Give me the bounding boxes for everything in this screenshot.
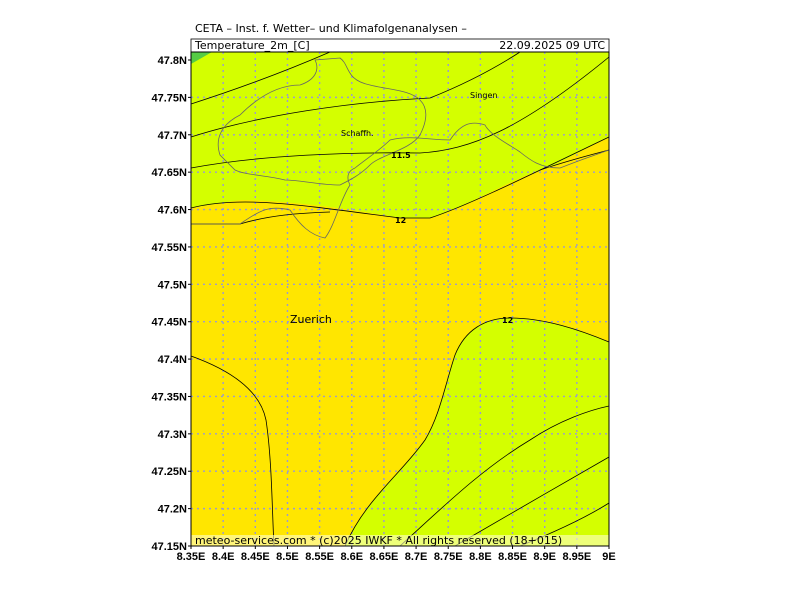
y-tick-label: 47.8N [158, 55, 187, 67]
y-tick-label: 47.2N [158, 504, 187, 516]
x-tick-label: 9E [602, 551, 615, 563]
x-tick-label: 8.4E [212, 551, 235, 563]
contour [190, 56, 610, 169]
x-tick-label: 8.8E [469, 551, 492, 563]
place-label: Singen [470, 91, 497, 100]
field-green-south [345, 318, 609, 546]
field-green-north [191, 52, 609, 218]
x-tick-label: 8.45E [241, 551, 270, 563]
x-tick-label: 8.75E [434, 551, 463, 563]
y-tick-label: 47.65N [152, 167, 188, 179]
canton-border [217, 57, 427, 186]
x-tick-label: 8.6E [340, 551, 363, 563]
contour-label: 12 [395, 216, 406, 225]
y-tick-label: 47.55N [152, 242, 188, 254]
x-tick-label: 8.5E [276, 551, 299, 563]
contour [344, 317, 610, 547]
x-tick-label: 8.85E [498, 551, 527, 563]
x-tick-label: 8.95E [562, 551, 591, 563]
contour [190, 355, 275, 547]
header-title: CETA – Inst. f. Wetter– und Klimafolgena… [195, 22, 467, 35]
y-tick-label: 47.3N [158, 429, 187, 441]
map-area: Singen Schaffh. Zuerich 11.5 12 12 meteo… [190, 51, 610, 547]
parameter-label: Temperature_2m_[C] [194, 39, 310, 52]
y-tick-label: 47.6N [158, 205, 187, 217]
y-tick-label: 47.75N [152, 92, 188, 104]
field-green-corner [191, 52, 212, 64]
place-label: Schaffh. [341, 129, 374, 138]
frame [190, 51, 610, 547]
country-border [191, 122, 610, 239]
y-tick-label: 47.35N [152, 391, 188, 403]
y-tick-label: 47.5N [158, 279, 187, 291]
x-tick-label: 8.55E [305, 551, 334, 563]
y-tick-label: 47.15N [152, 541, 188, 553]
y-tick-label: 47.4N [158, 354, 187, 366]
valid-time: 22.09.2025 09 UTC [499, 39, 605, 52]
x-tick-label: 8.65E [370, 551, 399, 563]
contour-label: 12 [502, 316, 513, 325]
footer-band [191, 535, 609, 546]
contour [190, 51, 331, 105]
contour [399, 405, 610, 547]
place-label: Zuerich [290, 313, 332, 326]
x-tick-label: 8.9E [533, 551, 556, 563]
contour [190, 51, 521, 138]
x-tick-label: 8.35E [177, 551, 206, 563]
contour [191, 211, 331, 225]
y-tick-label: 47.45N [152, 317, 188, 329]
y-tick-label: 47.7N [158, 130, 187, 142]
y-tick-label: 47.25N [152, 466, 188, 478]
footer: meteo-services.com * (c)2025 IWKF * All … [195, 534, 562, 547]
x-tick-label: 8.7E [405, 551, 428, 563]
contour-label: 11.5 [391, 151, 411, 160]
contour [539, 149, 610, 171]
